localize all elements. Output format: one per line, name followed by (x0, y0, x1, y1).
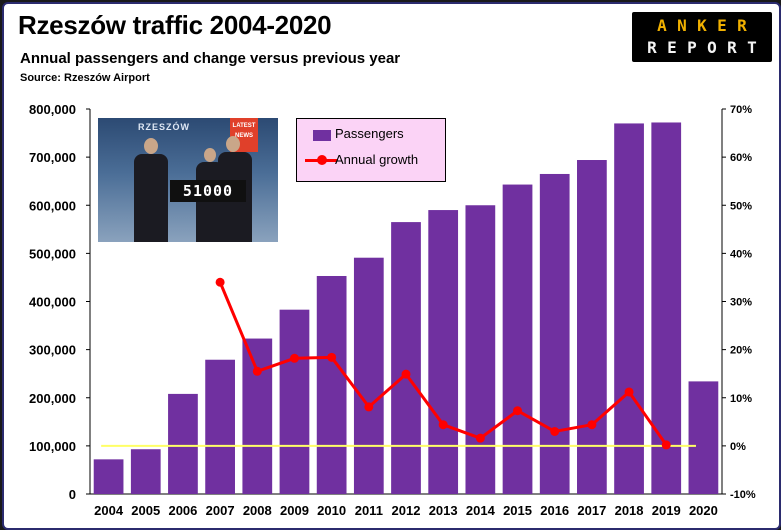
logo-letter: P (687, 38, 697, 57)
growth-point (289, 353, 299, 363)
bar-passengers (93, 459, 124, 494)
bar-passengers (205, 359, 235, 494)
growth-point (624, 387, 634, 397)
bar-passengers (316, 275, 347, 494)
x-tick-label: 2006 (168, 503, 197, 518)
y-right-tick-label: -10% (730, 489, 756, 501)
logo-letter: R (727, 38, 737, 57)
y-right-tick-label: 50% (730, 200, 752, 212)
y-right-tick-label: 10% (730, 393, 752, 405)
x-tick-label: 2004 (94, 503, 124, 518)
photo-banner-text: RZESZÓW (138, 122, 190, 132)
photo-person-body (134, 154, 168, 242)
x-tick-label: 2009 (280, 503, 309, 518)
bar-passengers (279, 309, 310, 494)
photo-person-head (204, 148, 216, 162)
logo-letter: E (717, 16, 727, 35)
growth-point (364, 402, 374, 412)
legend-label-growth: Annual growth (335, 152, 419, 167)
x-tick-label: 2012 (392, 503, 421, 518)
growth-point (587, 420, 597, 430)
legend-marker-swatch (317, 155, 327, 165)
bar-passengers (539, 173, 570, 494)
growth-point (327, 352, 337, 362)
chart-source: Source: Rzeszów Airport (20, 72, 150, 84)
y-left-tick-label: 200,000 (29, 391, 76, 406)
chart-legend: Passengers Annual growth (296, 118, 446, 182)
y-left-tick-label: 100,000 (29, 439, 76, 454)
y-right-tick-label: 0% (730, 441, 746, 453)
logo-letter: O (707, 38, 717, 57)
logo-letter: R (647, 38, 657, 57)
x-tick-label: 2010 (317, 503, 346, 518)
logo-letter: N (677, 16, 687, 35)
legend-label-passengers: Passengers (335, 126, 404, 141)
y-left-tick-label: 600,000 (29, 198, 76, 213)
growth-point (661, 440, 671, 450)
y-right-tick-label: 70% (730, 104, 752, 116)
x-tick-label: 2007 (206, 503, 235, 518)
celebration-photo: RZESZÓW LATEST NEWS 51000 (98, 118, 278, 242)
y-left-tick-label: 0 (69, 487, 76, 502)
y-right-tick-label: 20% (730, 345, 752, 357)
y-right-tick-label: 40% (730, 248, 752, 260)
growth-point (438, 420, 448, 430)
x-tick-label: 2015 (503, 503, 532, 518)
chart-subtitle: Annual passengers and change versus prev… (20, 50, 401, 67)
bar-passengers (502, 184, 533, 494)
bar-passengers (242, 338, 273, 494)
bar-passengers (651, 122, 682, 494)
bar-passengers (428, 210, 459, 494)
bar-passengers (130, 449, 161, 494)
x-tick-label: 2020 (689, 503, 718, 518)
photo-person-head (226, 136, 240, 152)
y-left-tick-label: 700,000 (29, 150, 76, 165)
x-tick-label: 2013 (429, 503, 458, 518)
bar-passengers (614, 123, 644, 494)
logo-letter: T (747, 38, 757, 57)
x-tick-label: 2008 (243, 503, 272, 518)
x-tick-label: 2005 (131, 503, 160, 518)
bar-passengers (391, 222, 421, 494)
logo-letter: E (667, 38, 677, 57)
y-left-tick-label: 500,000 (29, 246, 76, 261)
passenger-counter-sign: 51000 (170, 180, 246, 202)
bar-passengers (688, 381, 719, 494)
growth-point (252, 366, 262, 376)
x-tick-label: 2018 (615, 503, 644, 518)
logo-letter: R (737, 16, 747, 35)
y-left-tick-label: 300,000 (29, 343, 76, 358)
y-right-tick-label: 60% (730, 152, 752, 164)
growth-point (513, 406, 523, 416)
bar-passengers (577, 160, 607, 494)
y-left-tick-label: 400,000 (29, 295, 76, 310)
x-tick-label: 2014 (466, 503, 496, 518)
growth-point (401, 369, 411, 379)
x-tick-label: 2016 (540, 503, 569, 518)
logo-letter: K (697, 16, 707, 35)
y-right-tick-label: 30% (730, 297, 752, 309)
chart-plot: 0 100,000 200,000 300,000 400,000 500,000 600,… (29, 102, 756, 518)
bar-passengers (353, 257, 384, 494)
chart-title: Rzeszów traffic 2004-2020 (18, 10, 332, 40)
x-tick-label: 2011 (355, 503, 383, 518)
logo-letter: A (657, 16, 667, 35)
growth-point (215, 277, 225, 287)
growth-point (550, 426, 560, 436)
photo-person-head (144, 138, 158, 154)
growth-point (475, 433, 485, 443)
bar-passengers (168, 393, 198, 494)
bar-passengers (465, 205, 496, 494)
x-tick-label: 2017 (577, 503, 606, 518)
x-tick-label: 2019 (652, 503, 681, 518)
legend-bar-swatch (313, 130, 331, 141)
y-left-tick-label: 800,000 (29, 102, 76, 117)
